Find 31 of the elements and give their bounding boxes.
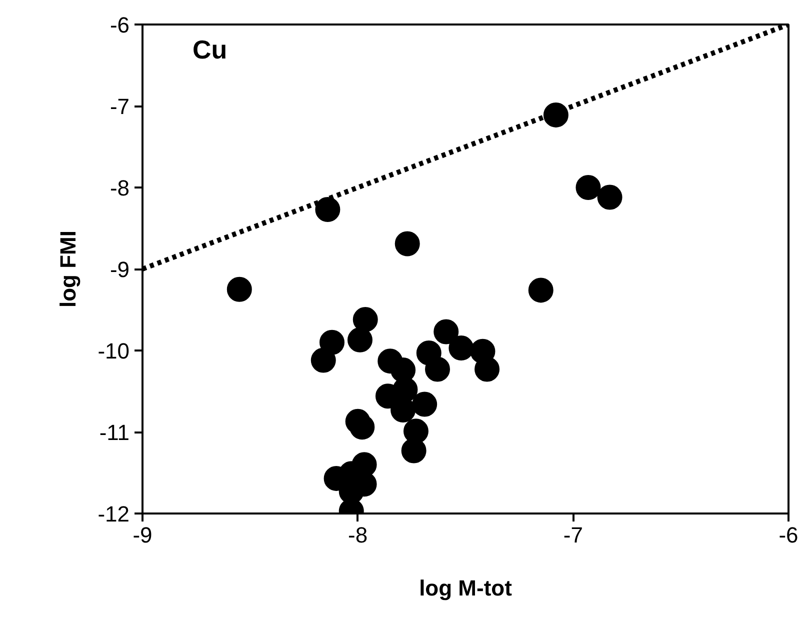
annotation: Cu [192, 34, 228, 64]
y-tick-label: -8 [110, 176, 130, 200]
point [350, 414, 375, 440]
point [347, 327, 372, 352]
point [597, 184, 622, 210]
point [434, 319, 459, 344]
x-tick-label: -7 [563, 522, 583, 548]
point [401, 438, 426, 464]
x-axis-title: log M-tot [419, 576, 513, 600]
point [576, 175, 601, 200]
y-tick-label: -7 [110, 94, 130, 119]
y-tick-label: -11 [99, 420, 130, 445]
y-tick-label: -9 [110, 257, 130, 282]
x-tick-label: -9 [132, 522, 152, 548]
point [310, 348, 336, 373]
x-tick-label: -8 [348, 522, 368, 548]
y-tick-label: -6 [110, 12, 130, 38]
point [448, 336, 474, 361]
point [226, 276, 252, 302]
point [315, 197, 340, 222]
y-tick-label: -10 [98, 338, 130, 364]
point [394, 231, 420, 256]
point [392, 377, 418, 402]
x-tick-label: -6 [778, 522, 798, 548]
point [425, 356, 450, 382]
point [528, 278, 554, 303]
point [474, 356, 500, 382]
y-tick-label: -12 [98, 502, 130, 526]
point [412, 392, 438, 417]
y-axis-title: log FMI [56, 230, 81, 308]
point [352, 307, 378, 332]
